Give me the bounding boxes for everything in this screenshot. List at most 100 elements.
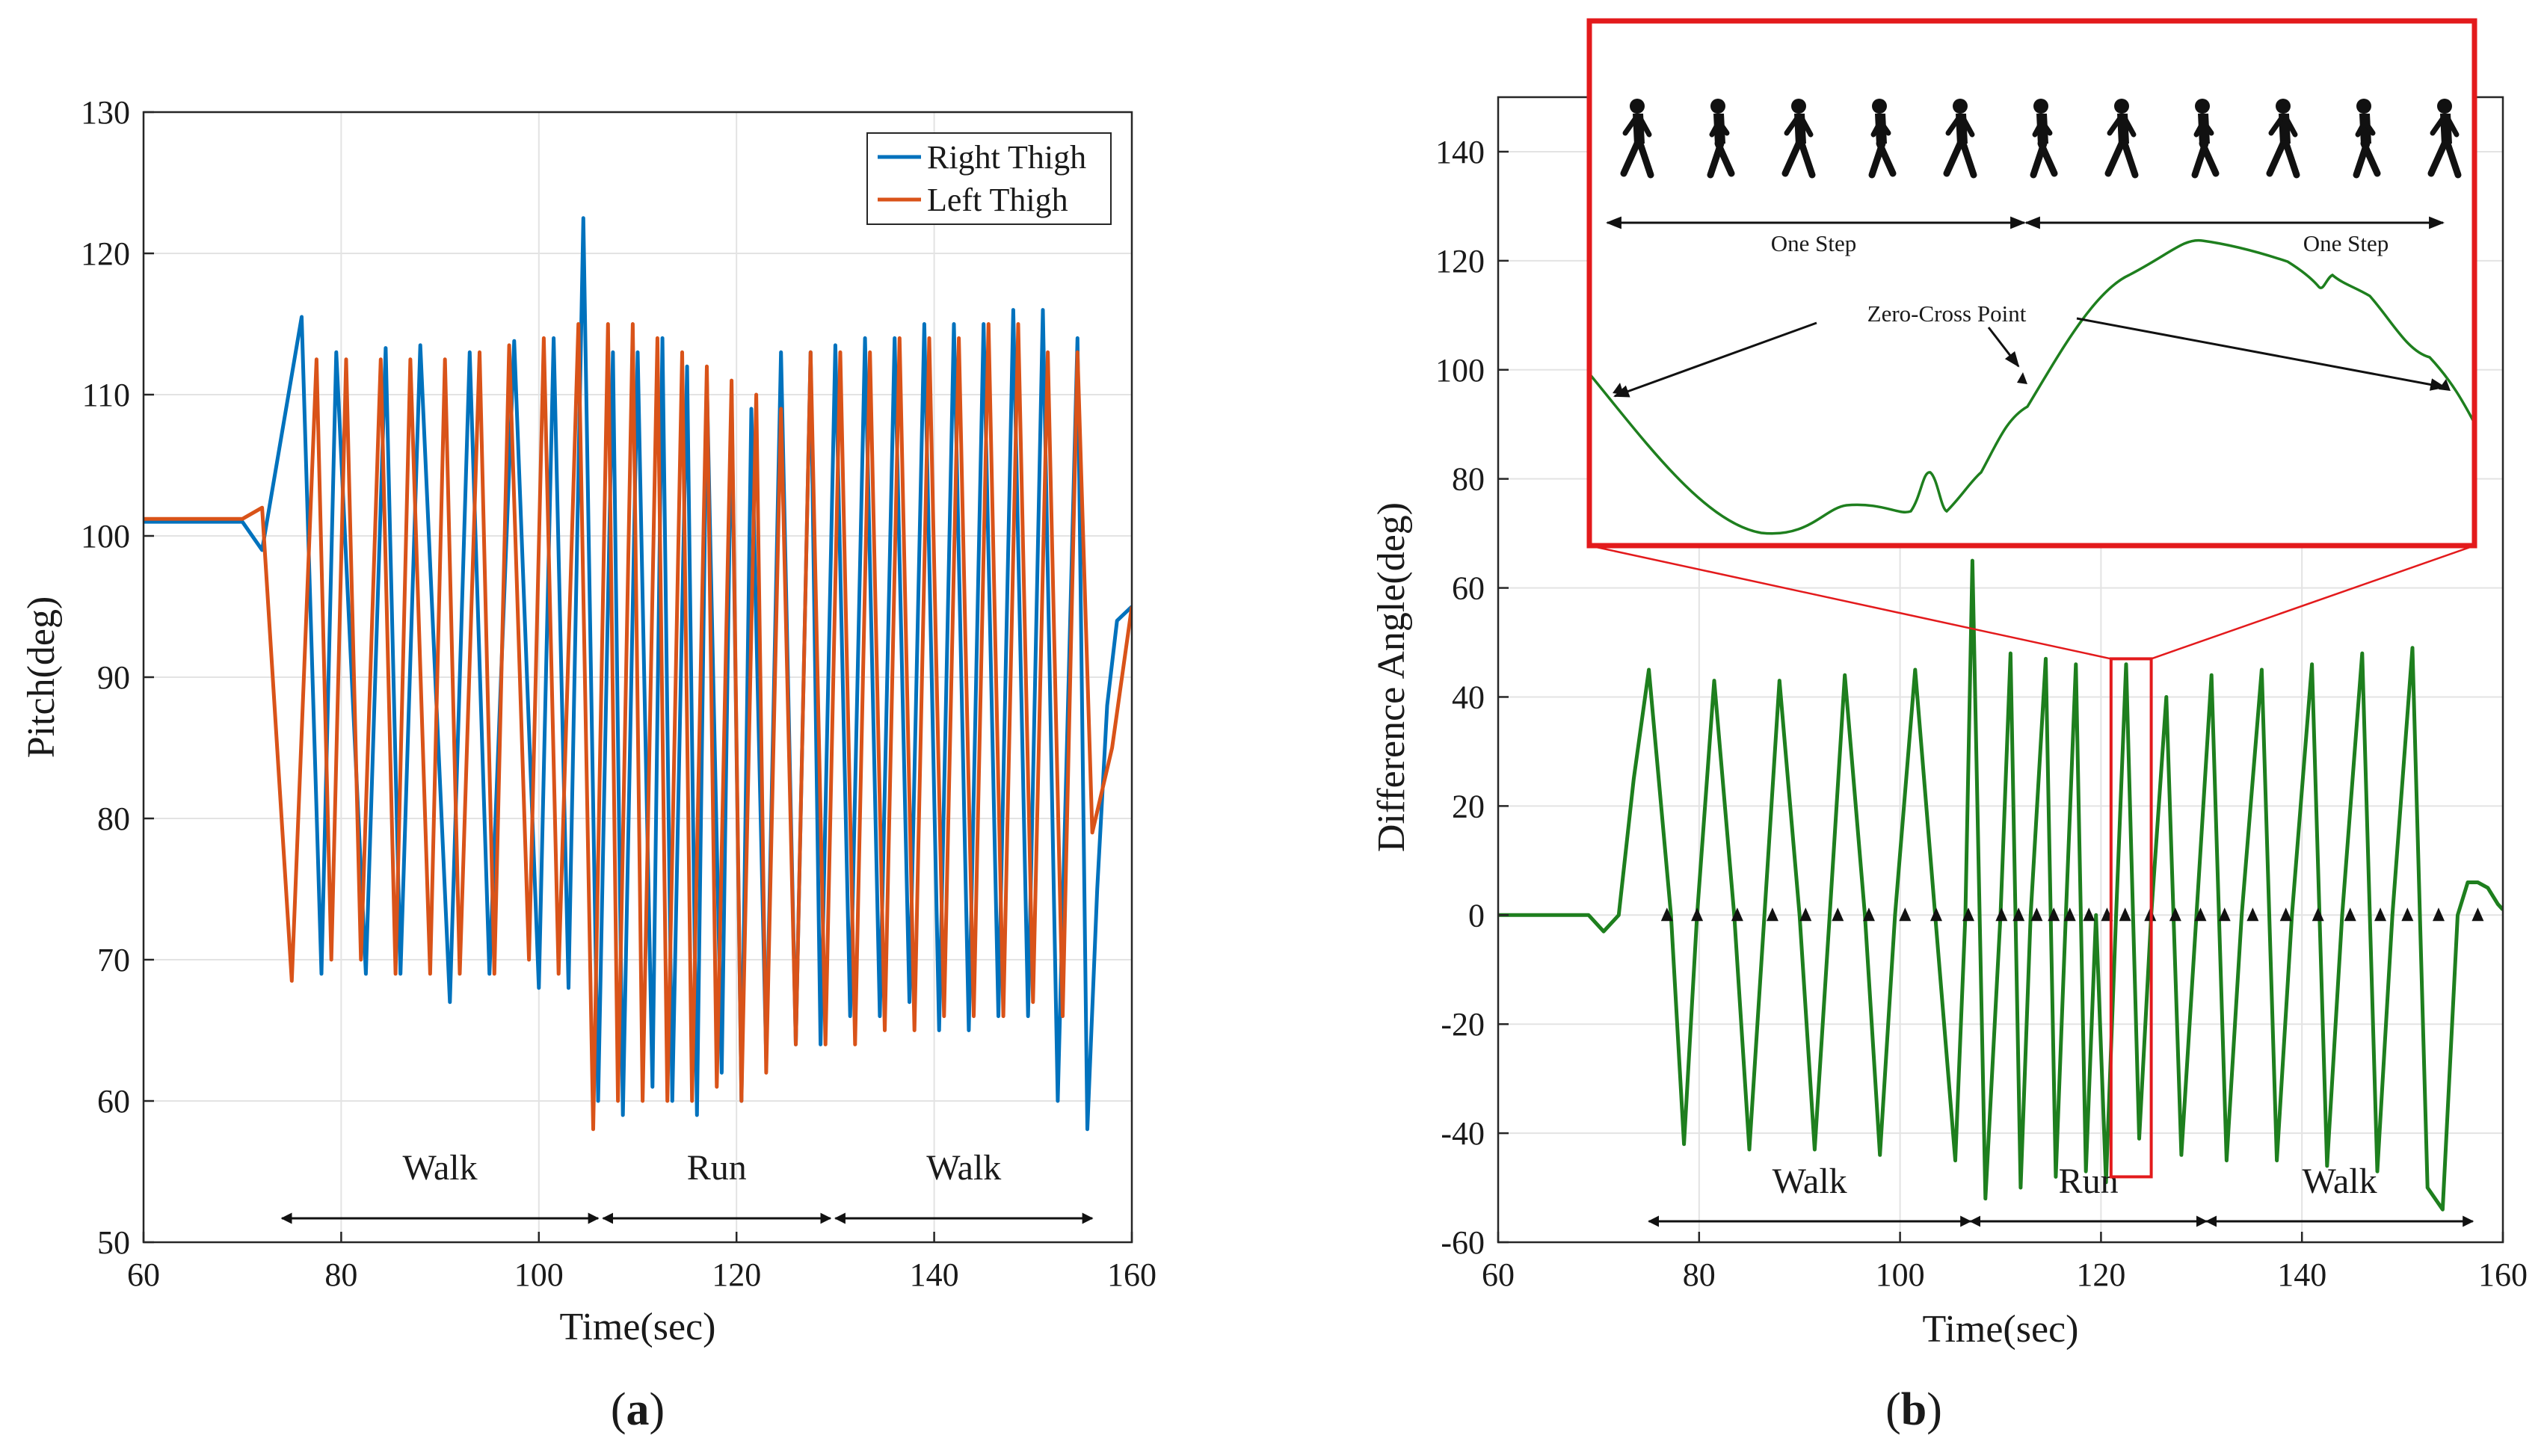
segment-label-2: Walk [2303, 1162, 2377, 1201]
zero-cross-marker [2218, 907, 2231, 922]
zero-cross-marker [1799, 907, 1812, 922]
panel-a-y-axis-label: Pitch(deg) [20, 596, 63, 759]
panel-b-x-axis-label: Time(sec) [1923, 1308, 2079, 1351]
series-line-left-thigh [144, 322, 1132, 1132]
panel-b-segment-annotations: Walk Run Walk [1648, 1162, 2474, 1227]
inset-one-step-label-2: One Step [2303, 230, 2389, 256]
inset-zero-cross-label: Zero-Cross Point [1867, 300, 2027, 327]
panel-a-segment-annotations: Walk Run Walk [280, 1148, 1094, 1224]
zero-cross-marker [2312, 907, 2324, 922]
b-y-tick-label: 140 [1435, 134, 1485, 170]
runner-silhouette-icon [2030, 99, 2058, 179]
a-x-tick-label: 160 [1107, 1256, 1157, 1293]
inset-zero-cross-arrow-right [2076, 317, 2447, 391]
panel-b-caption-open: ( [1885, 1384, 1901, 1435]
b-x-tick-label: 120 [2076, 1256, 2125, 1293]
panel-b-inset: One Step One Step Zero-Cross Point [1586, 18, 2477, 549]
inset-one-step-label-1: One Step [1771, 230, 1857, 256]
b-y-tick-label: 0 [1468, 897, 1485, 934]
b-y-tick-label: 60 [1452, 570, 1485, 607]
panel-b-caption: (b) [1885, 1384, 1942, 1435]
segment-label-0: Walk [403, 1148, 478, 1188]
zero-cross-marker [2401, 907, 2414, 922]
b-y-tick-label: 80 [1452, 461, 1485, 498]
segment-label-0: Walk [1773, 1162, 1847, 1201]
panel-a-legend: Right Thigh Left Thigh [866, 132, 1112, 225]
runner-silhouette-icon [2427, 99, 2462, 179]
zero-cross-marker [1862, 907, 1875, 922]
zero-cross-marker [2374, 907, 2387, 922]
runner-silhouette-icon [2353, 99, 2381, 179]
b-x-tick-label: 160 [2478, 1256, 2528, 1293]
b-y-tick-label: 100 [1435, 352, 1485, 389]
b-y-tick-label: -40 [1441, 1115, 1485, 1152]
panel-a-x-axis-label: Time(sec) [560, 1306, 716, 1348]
inset-difference-curve [1589, 238, 2474, 535]
b-x-tick-label: 80 [1683, 1256, 1716, 1293]
zero-cross-marker [2030, 907, 2043, 922]
inset-background [1589, 21, 2474, 546]
b-x-tick-label: 100 [1876, 1256, 1925, 1293]
a-y-tick-label: 110 [82, 377, 130, 413]
runner-silhouette-icon [1620, 99, 1654, 179]
a-y-tick-label: 100 [81, 518, 130, 555]
panel-a-caption-close: ) [650, 1384, 665, 1435]
a-x-tick-label: 80 [324, 1256, 357, 1293]
a-x-tick-label: 120 [712, 1256, 761, 1293]
zero-cross-marker [1691, 907, 1704, 922]
zero-cross-marker [2119, 907, 2131, 922]
panel-b-y-axis-label: Difference Angle(deg) [1370, 502, 1413, 852]
zero-cross-marker [1962, 907, 1974, 922]
a-y-tick-label: 90 [97, 659, 130, 696]
zero-cross-marker [2194, 907, 2207, 922]
inset-zero-cross-arrow-left [1613, 321, 1817, 398]
a-x-tick-label: 60 [127, 1256, 160, 1293]
panel-b-caption-letter: b [1901, 1384, 1927, 1435]
zero-cross-marker [2344, 907, 2356, 922]
segment-label-2: Walk [926, 1148, 1001, 1188]
panel-a-caption-letter: a [626, 1384, 650, 1435]
zoom-connector-right [2151, 544, 2475, 660]
zero-cross-marker [2169, 907, 2181, 922]
a-y-tick-label: 70 [97, 942, 130, 978]
a-y-tick-label: 50 [97, 1224, 130, 1261]
zero-cross-marker [1832, 907, 1844, 922]
legend-label-left-thigh: Left Thigh [927, 182, 1068, 218]
zero-cross-marker [2048, 907, 2060, 922]
runner-silhouette-icon [2266, 99, 2300, 179]
b-x-tick-label: 140 [2277, 1256, 2326, 1293]
zoom-connector-left [1589, 544, 2112, 660]
a-y-tick-label: 80 [97, 801, 130, 837]
zero-cross-marker [2279, 907, 2292, 922]
inset-runner-silhouettes [1620, 99, 2462, 179]
a-x-tick-label: 140 [910, 1256, 959, 1293]
runner-silhouette-icon [1943, 99, 1977, 179]
panel-a-caption: (a) [611, 1384, 665, 1435]
zero-cross-marker [1766, 907, 1778, 922]
panel-b-tick-labels: 60 80 100 120 140 160 -60 -40 -20 0 20 40 60 80 100 120… [1435, 134, 2528, 1293]
inset-zero-cross-arrow-middle [1987, 327, 2020, 368]
a-y-tick-label: 60 [97, 1083, 130, 1120]
runner-silhouette-icon [2104, 99, 2139, 179]
a-y-tick-label: 120 [81, 235, 130, 272]
panel-b-zoom-box [2109, 657, 2153, 1179]
panel-b-series-group [1498, 558, 2503, 1212]
zero-cross-marker [2432, 907, 2445, 922]
zero-cross-marker [1660, 907, 1673, 922]
b-y-tick-label: -60 [1441, 1224, 1485, 1261]
a-y-tick-label: 130 [81, 94, 130, 131]
inset-frame [1586, 18, 2477, 549]
panel-b-zero-cross-markers [1660, 907, 2484, 922]
panel-a-legend-box [866, 132, 1112, 225]
panel-a-caption-open: ( [611, 1384, 626, 1435]
zero-cross-marker [1930, 907, 1942, 922]
segment-label-1: Run [2059, 1162, 2119, 1201]
zero-cross-marker [2471, 907, 2484, 922]
series-line-difference-angle [1498, 558, 2503, 1212]
zero-cross-marker [2083, 907, 2095, 922]
panel-a-series-group [144, 216, 1132, 1132]
zero-cross-marker [1731, 907, 1743, 922]
